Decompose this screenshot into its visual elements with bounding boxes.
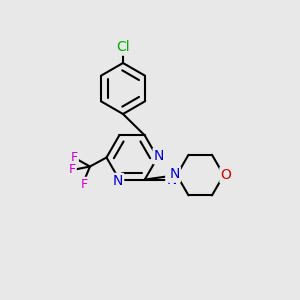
Text: N: N	[154, 149, 164, 163]
Text: N: N	[169, 167, 180, 182]
Text: O: O	[221, 168, 232, 182]
Text: Cl: Cl	[116, 40, 130, 54]
Text: N: N	[112, 174, 123, 188]
Text: N: N	[167, 172, 177, 187]
Text: F: F	[68, 163, 76, 176]
Text: F: F	[70, 151, 78, 164]
Text: F: F	[80, 178, 88, 191]
